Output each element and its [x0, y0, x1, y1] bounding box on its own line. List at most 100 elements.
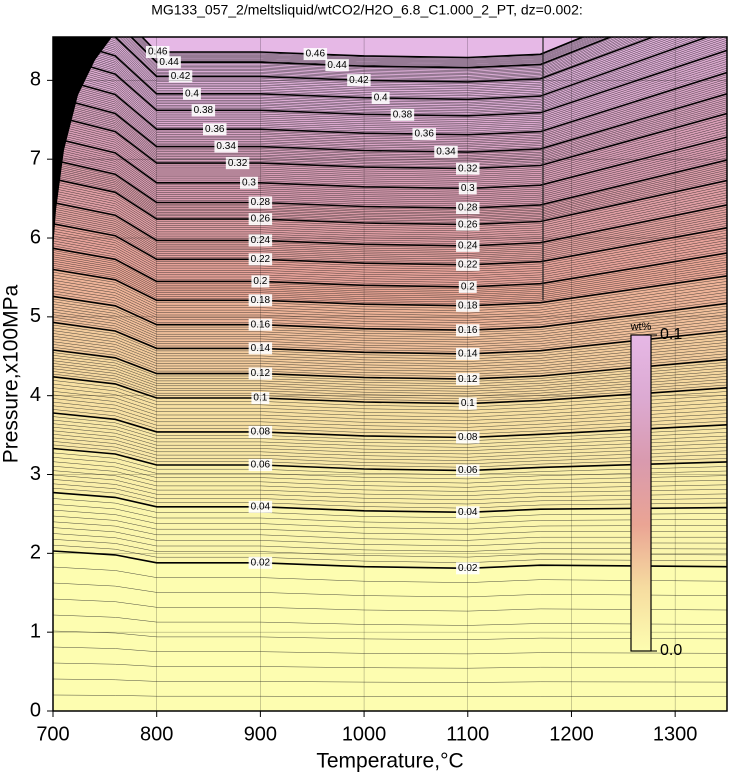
minor-contour [53, 243, 727, 283]
contour-label: 0.24 [251, 235, 271, 246]
minor-contour [53, 423, 727, 448]
minor-contour [129, 37, 616, 70]
contour-label: 0.26 [458, 219, 478, 230]
contour-label: 0.12 [458, 374, 478, 385]
minor-contour [58, 37, 703, 98]
minor-contour [53, 190, 727, 236]
contour-label: 0.44 [327, 60, 347, 71]
contour-label-bg [390, 108, 415, 121]
contour-label: 0.3 [461, 183, 475, 194]
contour-label-bg [157, 56, 181, 69]
minor-contour [102, 37, 664, 86]
contour-label: 0.36 [414, 129, 434, 140]
contour-line [53, 49, 727, 117]
minor-contour [53, 95, 727, 154]
minor-contour [53, 419, 727, 445]
minor-contour [116, 37, 650, 81]
minor-contour [53, 426, 727, 451]
minor-contour [53, 188, 727, 234]
contour-layer [53, 37, 727, 570]
contour-label: 0.4 [185, 88, 199, 99]
minor-contour [53, 37, 714, 102]
minor-contour [53, 293, 727, 329]
minor-contour [53, 76, 727, 139]
contour-label-bg [214, 140, 238, 153]
contour-label: 0.02 [458, 563, 478, 574]
minor-contour [53, 163, 727, 212]
contour-label: 0.16 [251, 319, 271, 330]
contour-label: 0.06 [251, 460, 271, 471]
contour-label: 0.28 [251, 197, 271, 208]
colorbar-tick-label: 0.0 [660, 642, 682, 659]
contour-label: 0.3 [242, 177, 256, 188]
minor-contour [53, 226, 727, 268]
x-tick-label: 1300 [653, 723, 698, 745]
minor-contour [53, 630, 727, 640]
minor-contour [53, 127, 727, 181]
minor-contour [53, 181, 727, 227]
contour-label-bg [371, 91, 390, 104]
minor-contour [53, 327, 727, 360]
minor-contour [53, 582, 727, 598]
minor-contour [53, 212, 727, 256]
contour-label-bg [325, 59, 349, 72]
minor-contour [122, 37, 632, 76]
contour-line [53, 268, 727, 307]
minor-contour [53, 265, 727, 303]
minor-contour [53, 215, 727, 258]
contour-line [53, 136, 727, 190]
y-tick-label: 1 [30, 620, 41, 642]
minor-contour [53, 134, 727, 187]
contour-label: 0.42 [171, 71, 191, 82]
minor-contour [53, 195, 727, 240]
minor-contour [53, 280, 727, 316]
contour-line [53, 491, 727, 514]
minor-contour [53, 240, 727, 281]
contour-label: 0.12 [251, 368, 271, 379]
contour-line [53, 376, 727, 405]
contour-label: 0.08 [458, 432, 478, 443]
minor-contour [53, 301, 727, 336]
minor-contour [53, 252, 727, 291]
minor-contour [53, 146, 727, 197]
minor-contour [108, 37, 659, 84]
minor-contour [53, 148, 727, 199]
minor-contour [53, 63, 727, 128]
minor-contour [53, 120, 727, 175]
contour-line [112, 37, 656, 83]
minor-contour [53, 509, 727, 530]
minor-contour [53, 44, 727, 112]
minor-contour [53, 99, 727, 158]
minor-contour [53, 235, 727, 277]
minor-contour [53, 311, 727, 345]
minor-contour [53, 441, 727, 465]
contour-label: 0.18 [251, 295, 271, 306]
minor-contour [53, 290, 727, 326]
y-tick-label: 0 [30, 699, 41, 721]
minor-contour [53, 566, 727, 583]
minor-contour [53, 330, 727, 362]
minor-contour [53, 139, 727, 191]
minor-contour [53, 228, 727, 270]
contour-label: 0.08 [251, 427, 271, 438]
contour-label-bg [145, 45, 170, 58]
minor-contour [53, 107, 727, 164]
contour-label-bg [240, 176, 258, 189]
minor-contour [83, 37, 681, 91]
minor-contour [53, 61, 727, 126]
minor-contour [53, 416, 727, 442]
contour-line [53, 159, 727, 209]
minor-contour [64, 37, 697, 97]
minor-contour [53, 167, 727, 215]
axes-layer: Temperature,°C Pressure,x100MPa 700 800 90… [0, 36, 728, 773]
minor-contour [53, 365, 727, 395]
minor-contour [134, 37, 603, 65]
minor-contour [53, 217, 727, 260]
minor-contour [53, 357, 727, 387]
minor-contour [53, 452, 727, 475]
minor-contour [53, 483, 727, 505]
minor-contour [53, 183, 727, 230]
contour-label-bg [225, 157, 250, 170]
minor-contour [53, 37, 720, 103]
minor-contour [53, 87, 727, 148]
